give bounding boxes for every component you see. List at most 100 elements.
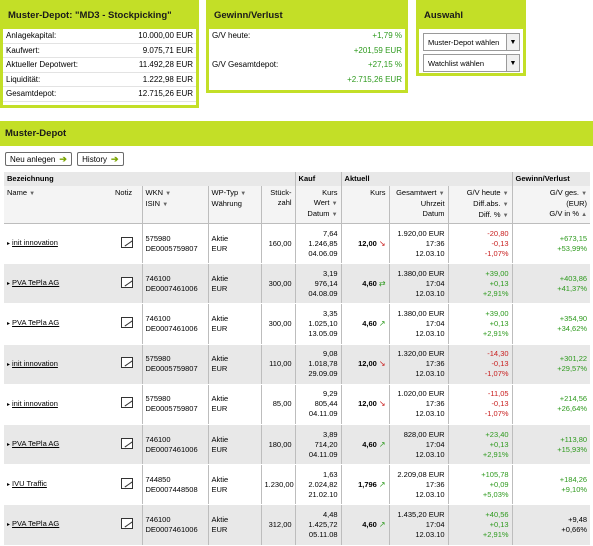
cell-stueck: 300,00 xyxy=(260,303,296,345)
stock-link[interactable]: init innovation xyxy=(12,358,58,368)
cell-kurs: 12,00 ↘ xyxy=(340,384,390,425)
cell-kauf: 9,29 805,44 04.11.09 xyxy=(294,384,342,425)
kauf-datum: 13.05.09 xyxy=(308,328,338,338)
cell-stueck: 180,00 xyxy=(260,424,296,466)
uhrzeit: 17:36 xyxy=(425,479,445,489)
stock-link[interactable]: IVU Traffic xyxy=(12,479,47,489)
wkn: 744850 xyxy=(145,474,171,484)
kauf-kurs: 3,35 xyxy=(322,308,338,318)
stueckzahl: 160,00 xyxy=(268,238,292,248)
gv-gesamt-label: G/V Gesamtdepot: xyxy=(212,60,279,69)
kauf-datum: 04.08.09 xyxy=(308,288,338,298)
trend-down-icon: ↘ xyxy=(378,238,386,248)
sort-icon[interactable]: ▼ xyxy=(29,191,36,197)
watchlist-select[interactable]: Watchlist wählen ▼ xyxy=(423,54,520,72)
sort-icon[interactable]: ▼ xyxy=(438,191,445,197)
isin: DE0007461006 xyxy=(145,323,198,333)
sort-icon[interactable]: ▼ xyxy=(165,191,172,197)
edit-note-icon[interactable] xyxy=(120,397,133,409)
edit-note-icon[interactable] xyxy=(120,357,133,369)
sort-icon[interactable]: ▼ xyxy=(502,202,509,208)
sort-icon[interactable]: ▼ xyxy=(162,202,169,208)
col-gvheute[interactable]: G/V heute ▼ Diff.abs. ▼ Diff. % ▼ xyxy=(447,186,513,224)
col-notiz: Notiz xyxy=(112,186,142,224)
sort-icon-active[interactable]: ▲ xyxy=(581,212,588,218)
datum: 12.03.10 xyxy=(415,328,445,338)
aktueller-kurs: 4,60 xyxy=(362,278,377,288)
chevron-down-icon[interactable]: ▼ xyxy=(506,55,519,71)
muster-depot-toolbar: Neu anlegen ➔ History ➔ xyxy=(5,152,127,166)
col-wkn-isin[interactable]: WKN ▼ ISIN ▼ xyxy=(141,186,208,224)
sort-icon[interactable]: ▼ xyxy=(331,212,338,218)
gesamtwert: 1.380,00 EUR xyxy=(397,268,445,278)
diff-abs: -0,13 xyxy=(491,399,509,409)
stock-link[interactable]: PVA TePla AG xyxy=(12,318,60,328)
new-depot-button[interactable]: Neu anlegen ➔ xyxy=(5,152,72,166)
gesamtwert: 828,00 EUR xyxy=(403,429,445,439)
cell-gesamtwert: 2.209,08 EUR 17:36 12.03.10 xyxy=(388,464,449,506)
col-gvges[interactable]: G/V ges. ▼ (EUR) G/V in % ▲ xyxy=(511,186,591,224)
muster-depot-select[interactable]: Muster-Depot wählen ▼ xyxy=(423,33,520,51)
kauf-wert: 1.018,78 xyxy=(308,359,338,369)
isin: DE0007461006 xyxy=(145,444,198,454)
waehrung: EUR xyxy=(211,243,228,253)
isin: DE0007448508 xyxy=(145,484,198,494)
stueckzahl: 300,00 xyxy=(268,278,292,288)
edit-note-icon[interactable] xyxy=(120,236,133,248)
table-group-header: Bezeichnung Kauf Aktuell Gewinn/Verlust xyxy=(4,172,591,186)
diff-pct: +5,03% xyxy=(482,489,509,499)
sort-icon[interactable]: ▼ xyxy=(502,213,509,219)
chevron-down-icon[interactable]: ▼ xyxy=(506,34,519,50)
gesamtwert: 1.380,00 EUR xyxy=(397,308,445,318)
edit-note-icon[interactable] xyxy=(120,517,133,529)
cell-kurs: 4,60 ⇄ xyxy=(340,263,390,305)
col-gesamtwert[interactable]: Gesamtwert ▼ Uhrzeit Datum xyxy=(388,186,449,224)
wkn: 746100 xyxy=(145,313,171,323)
wp-typ: Aktie xyxy=(211,354,229,364)
cell-gv-ges: +9,48 +0,66% xyxy=(511,504,591,546)
stock-link[interactable]: PVA TePla AG xyxy=(12,519,60,529)
cell-typ: Aktie EUR xyxy=(207,263,261,305)
stueckzahl: 85,00 xyxy=(272,399,292,409)
isin: DE0007461006 xyxy=(145,283,198,293)
triangle-right-icon: ▸ xyxy=(7,442,11,449)
stock-link[interactable]: init innovation xyxy=(12,238,58,248)
stock-link[interactable]: PVA TePla AG xyxy=(12,278,60,288)
gv-heute: +39,00 xyxy=(485,308,509,318)
col-wptyp[interactable]: WP-Typ ▼ Währung xyxy=(207,186,261,224)
triangle-right-icon: ▸ xyxy=(7,401,11,408)
isin: DE0005759807 xyxy=(145,404,198,414)
edit-note-icon[interactable] xyxy=(120,316,133,328)
sort-icon[interactable]: ▼ xyxy=(581,191,588,197)
col-kauf[interactable]: Kurs Wert ▼ Datum ▼ xyxy=(294,186,342,224)
sort-icon[interactable]: ▼ xyxy=(502,191,509,197)
col-group-aktuell: Aktuell xyxy=(340,172,513,186)
watchlist-select-value: Watchlist wählen xyxy=(428,58,484,68)
stock-link[interactable]: init innovation xyxy=(12,398,58,408)
edit-note-icon[interactable] xyxy=(120,437,133,449)
cell-wkn-isin: 744850 DE0007448508 xyxy=(141,464,208,506)
edit-note-icon[interactable] xyxy=(120,276,133,288)
edit-note-icon[interactable] xyxy=(120,477,133,489)
wkn: 575980 xyxy=(145,233,171,243)
diff-abs: +0,13 xyxy=(489,318,509,328)
diff-abs: -0,13 xyxy=(491,238,509,248)
summary-value: 1.222,98 EUR xyxy=(142,74,193,84)
stock-link[interactable]: PVA TePla AG xyxy=(12,439,60,449)
gv-ges-eur: +354,90 xyxy=(559,313,588,323)
gv-ges-pct: +15,93% xyxy=(557,444,588,454)
waehrung: EUR xyxy=(211,524,228,534)
gv-ges-eur: +113,80 xyxy=(560,434,588,444)
col-waehrung-label: Währung xyxy=(211,199,242,208)
gv-ges-pct: +34,62% xyxy=(557,323,588,333)
gv-ges-eur: +301,22 xyxy=(559,354,588,364)
cell-kurs: 4,60 ↗ xyxy=(340,504,390,546)
summary-value: 9.075,71 EUR xyxy=(142,45,193,55)
stueckzahl: 1.230,00 xyxy=(264,479,294,489)
sort-icon[interactable]: ▼ xyxy=(331,201,338,207)
sort-icon[interactable]: ▼ xyxy=(240,191,247,197)
history-button[interactable]: History ➔ xyxy=(77,152,124,166)
trend-up-icon: ↗ xyxy=(378,439,386,449)
col-name[interactable]: Name ▼ xyxy=(4,186,112,224)
cell-kauf: 3,19 976,14 04.08.09 xyxy=(294,263,342,305)
